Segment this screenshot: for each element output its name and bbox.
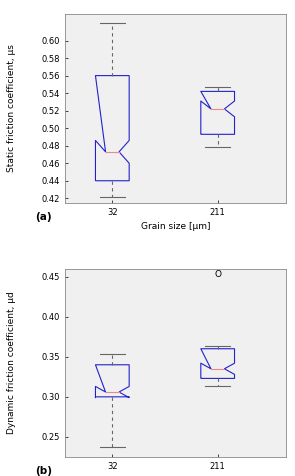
Text: O: O	[214, 270, 221, 279]
Y-axis label: Static friction coefficient, μs: Static friction coefficient, μs	[7, 45, 16, 172]
Text: (a): (a)	[35, 212, 52, 222]
X-axis label: Grain size [μm]: Grain size [μm]	[141, 222, 210, 231]
Text: (b): (b)	[35, 466, 53, 476]
Y-axis label: Dynamic friction coefficient, μd: Dynamic friction coefficient, μd	[7, 291, 16, 434]
